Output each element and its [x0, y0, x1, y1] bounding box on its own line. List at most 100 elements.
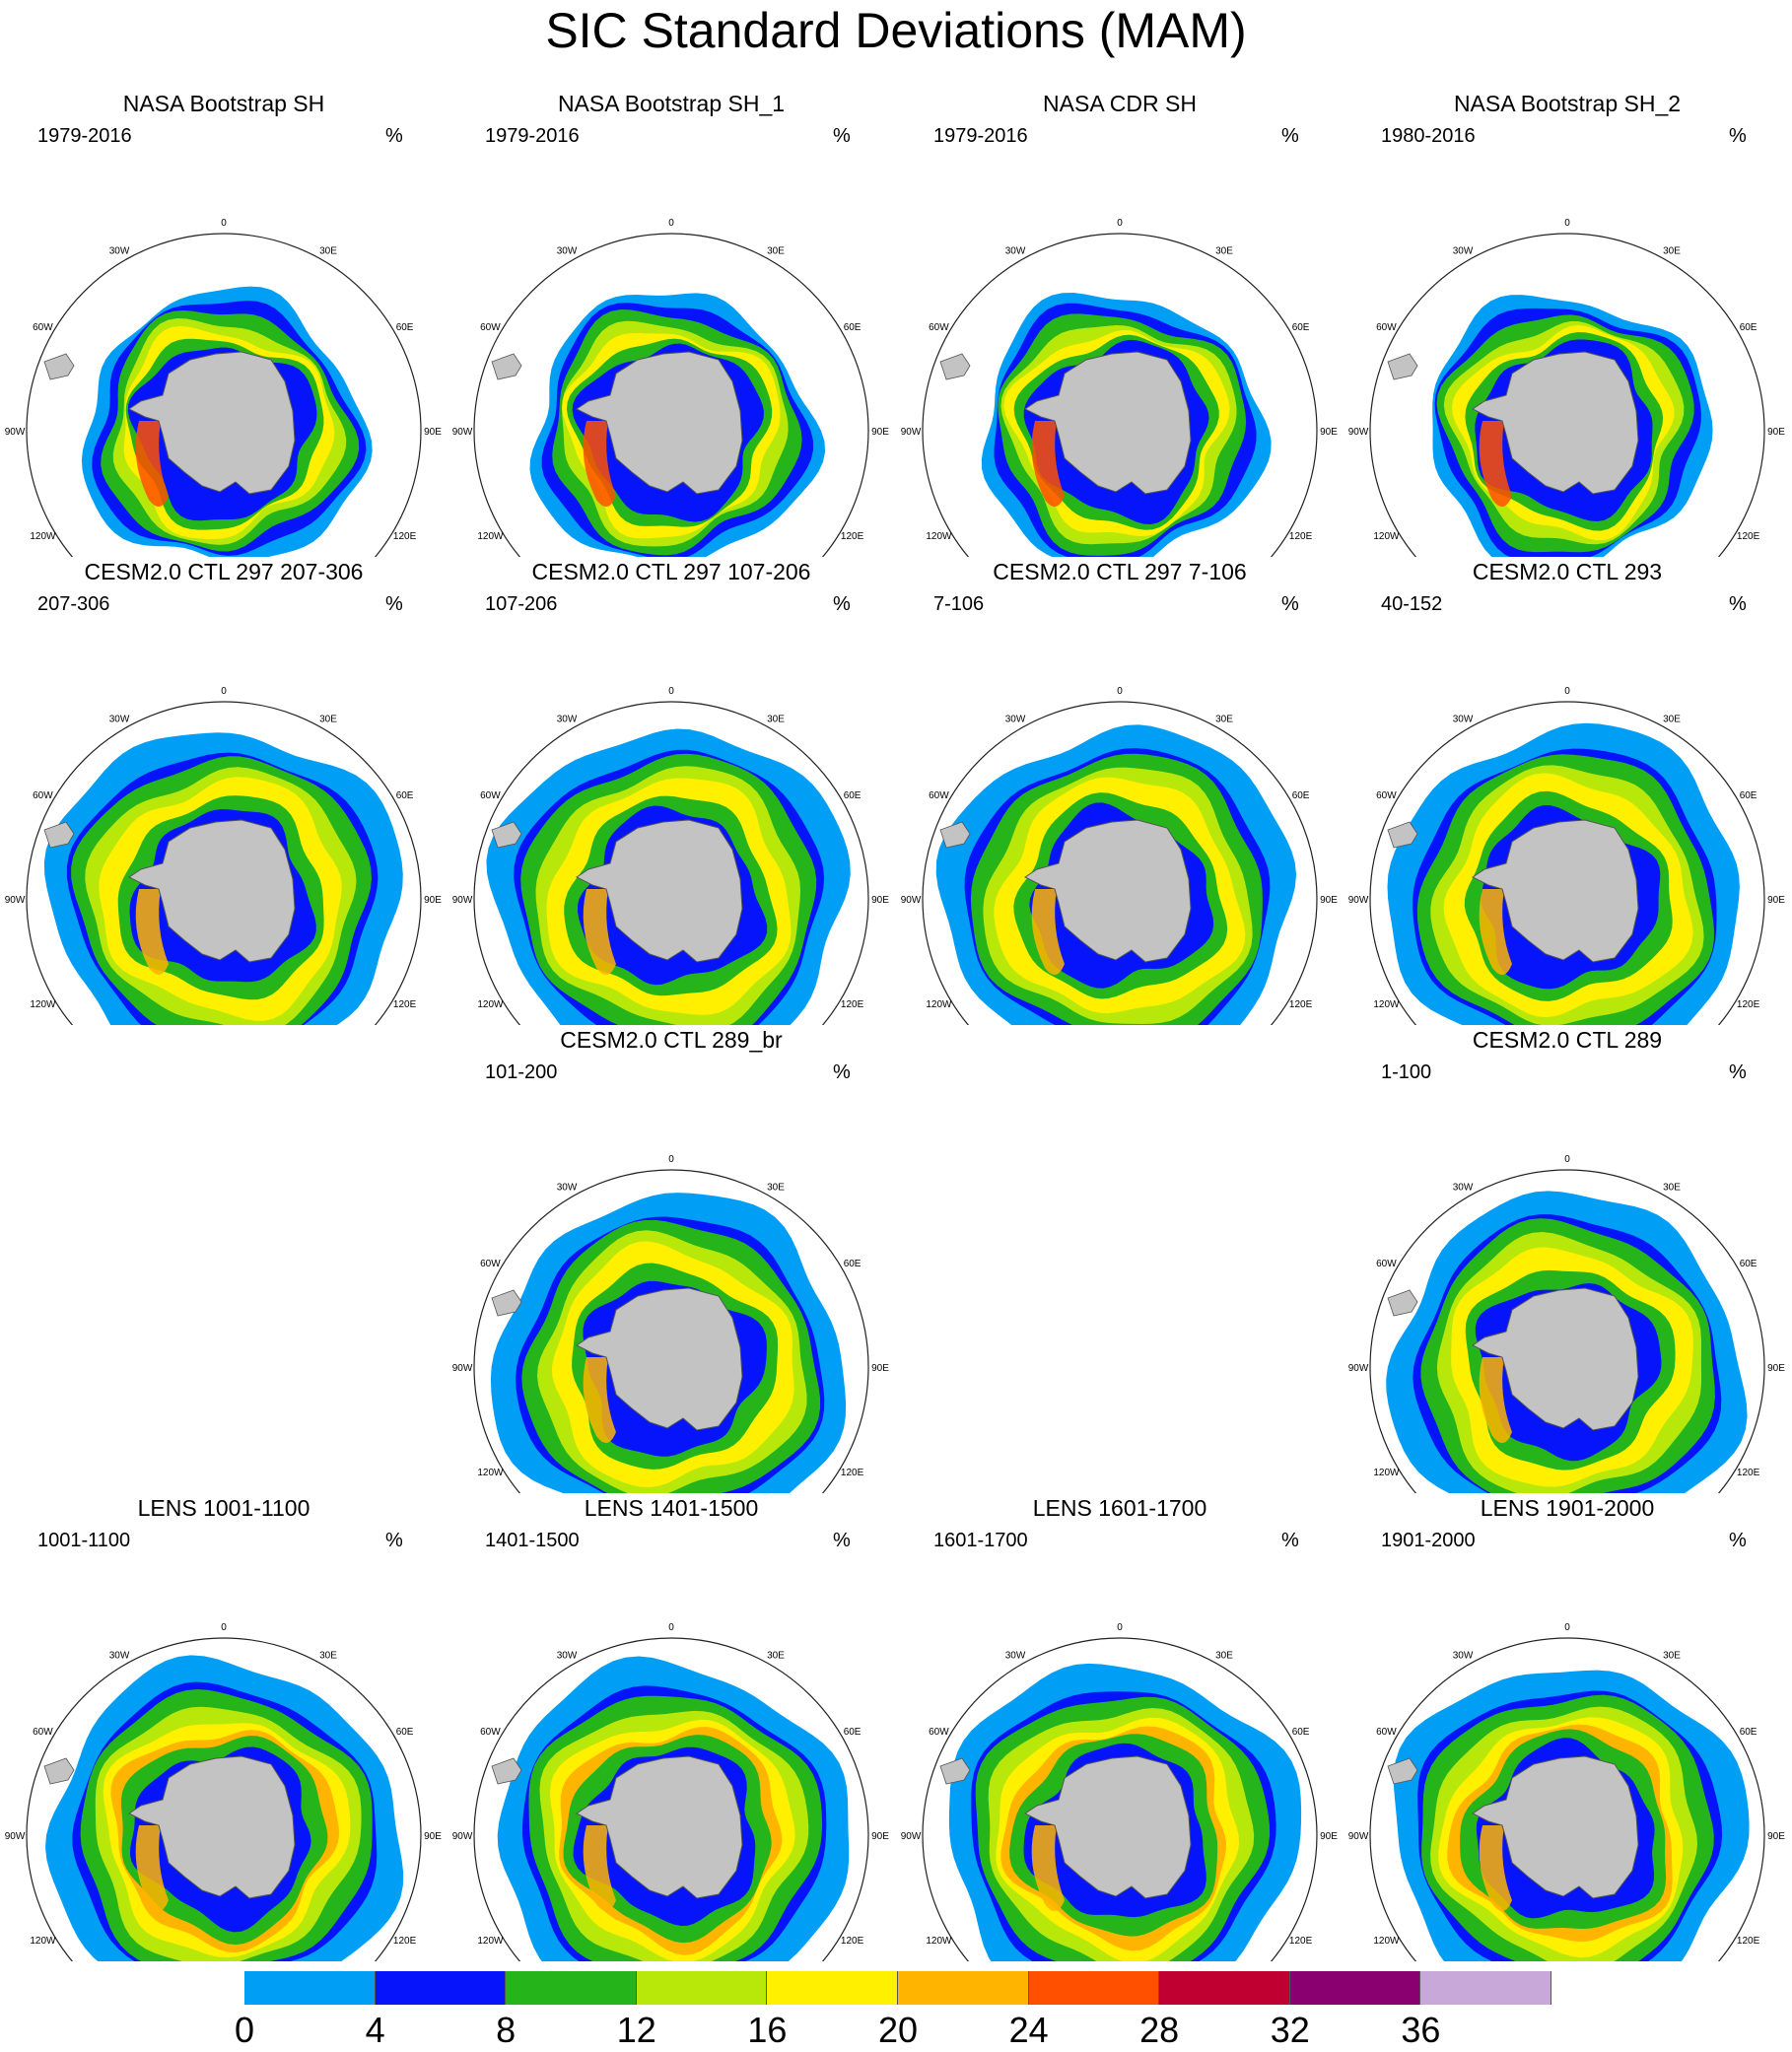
- longitude-label: 120E: [1737, 1468, 1760, 1478]
- panel-title: LENS 1401-1500: [584, 1495, 759, 1521]
- longitude-label: 90E: [871, 427, 889, 438]
- longitude-label: 120E: [1289, 999, 1313, 1010]
- longitude-label: 90W: [5, 427, 26, 438]
- high-variability-patch: [1479, 889, 1512, 976]
- longitude-label: 60E: [1292, 1727, 1310, 1738]
- south-america-tip: [43, 821, 75, 849]
- colorbar-swatch: [1028, 1971, 1160, 2005]
- south-america-tip: [491, 1289, 522, 1317]
- high-variability-patch: [135, 889, 169, 976]
- colorbar-swatch: [636, 1971, 768, 2005]
- longitude-label: 30E: [767, 714, 785, 724]
- longitude-label: 120E: [393, 1936, 417, 1947]
- longitude-label: 60E: [844, 1727, 862, 1738]
- panel-period: 40-152: [1381, 593, 1443, 615]
- longitude-label: 60E: [1740, 322, 1758, 333]
- colorbar-swatch: [1420, 1971, 1551, 2005]
- panel-period: 1601-1700: [933, 1530, 1028, 1551]
- antarctica-landmass: [1024, 351, 1192, 495]
- longitude-label: 120W: [1373, 531, 1400, 542]
- panel-period: 7-106: [933, 593, 985, 615]
- polar-stereographic-map: 030E60E90E120E150E180150W120W90W60W30W: [901, 686, 1338, 1025]
- panel-title: CESM2.0 CTL 293: [1472, 559, 1663, 584]
- map-panel: 030E60E90E120E150E180150W120W90W60W30WLE…: [448, 1493, 895, 1961]
- longitude-label: 60W: [1376, 1727, 1397, 1738]
- longitude-label: 90E: [1767, 427, 1785, 438]
- longitude-label: 30W: [1453, 714, 1474, 724]
- longitude-label: 120W: [926, 999, 952, 1010]
- longitude-label: 30E: [319, 714, 337, 724]
- longitude-label: 90E: [871, 1831, 889, 1842]
- panel-title: NASA Bootstrap SH: [122, 91, 325, 116]
- longitude-label: 90E: [871, 895, 889, 906]
- longitude-label: 120E: [393, 999, 417, 1010]
- longitude-label: 0: [1564, 686, 1570, 697]
- longitude-label: 30W: [1005, 245, 1026, 256]
- polar-stereographic-map: 030E60E90E120E150E180150W120W90W60W30W: [1348, 1622, 1785, 1961]
- longitude-label: 120W: [477, 999, 504, 1010]
- longitude-label: 0: [1117, 686, 1123, 697]
- figure-title: SIC Standard Deviations (MAM): [545, 3, 1247, 58]
- panel-units: %: [1281, 125, 1299, 147]
- polar-stereographic-map: 030E60E90E120E150E180150W120W90W60W30W: [901, 1622, 1338, 1961]
- longitude-label: 90E: [424, 427, 442, 438]
- longitude-label: 90E: [1767, 895, 1785, 906]
- panel-period: 1979-2016: [485, 125, 580, 147]
- longitude-label: 60E: [1292, 790, 1310, 801]
- south-america-tip: [491, 353, 522, 380]
- longitude-label: 120E: [1289, 1936, 1313, 1947]
- colorbar-swatch: [244, 1971, 376, 2005]
- longitude-label: 30E: [1663, 245, 1681, 256]
- panel-period: 107-206: [485, 593, 558, 615]
- south-america-tip: [939, 353, 971, 380]
- antarctica-landmass: [128, 351, 296, 495]
- longitude-label: 90E: [1320, 895, 1338, 906]
- high-variability-patch: [135, 1825, 169, 1912]
- longitude-label: 60W: [929, 790, 949, 801]
- panel-period: 1001-1100: [37, 1530, 131, 1551]
- map-panel: 030E60E90E120E150E180150W120W90W60W30WLE…: [0, 1493, 448, 1961]
- longitude-label: 0: [221, 218, 227, 229]
- panel-units: %: [833, 593, 851, 615]
- longitude-label: 120W: [30, 1936, 56, 1947]
- antarctica-landmass: [576, 1287, 743, 1431]
- longitude-label: 0: [668, 1622, 674, 1633]
- antarctica-landmass: [1024, 819, 1192, 963]
- colorbar-legend: 0 4 8 12 16 20 24 28 32 36: [235, 1971, 1551, 2050]
- panel-units: %: [1729, 593, 1747, 615]
- high-variability-patch: [583, 1357, 616, 1444]
- longitude-label: 60E: [844, 1259, 862, 1269]
- colorbar-swatch: [767, 1971, 898, 2005]
- longitude-label: 30W: [109, 714, 130, 724]
- longitude-label: 90W: [1348, 1363, 1369, 1374]
- longitude-label: 30E: [767, 1182, 785, 1193]
- south-america-tip: [491, 1757, 522, 1785]
- panel-period: 101-200: [485, 1061, 558, 1083]
- south-america-tip: [939, 1757, 971, 1785]
- colorbar-label: 20: [877, 2010, 919, 2050]
- longitude-label: 90W: [452, 427, 473, 438]
- colorbar-swatch: [898, 1971, 1029, 2005]
- panel-title: CESM2.0 CTL 297 107-206: [531, 559, 811, 584]
- longitude-label: 30W: [109, 1650, 130, 1661]
- longitude-label: 60W: [480, 322, 501, 333]
- polar-stereographic-map: 030E60E90E120E150E180150W120W90W60W30W: [5, 1622, 442, 1961]
- panel-title: NASA Bootstrap SH_2: [1453, 91, 1682, 116]
- longitude-label: 120W: [1373, 1468, 1400, 1478]
- map-panel: 030E60E90E120E150E180150W120W90W60W30WNA…: [896, 89, 1344, 557]
- south-america-tip: [939, 821, 971, 849]
- panel-title: LENS 1601-1700: [1032, 1495, 1207, 1521]
- panel-units: %: [833, 1061, 851, 1083]
- panel-units: %: [385, 125, 403, 147]
- south-america-tip: [43, 1757, 75, 1785]
- longitude-label: 60W: [929, 322, 949, 333]
- longitude-label: 30W: [557, 1182, 578, 1193]
- longitude-label: 30W: [1453, 1182, 1474, 1193]
- panel-units: %: [1281, 593, 1299, 615]
- longitude-label: 0: [221, 686, 227, 697]
- south-america-tip: [491, 821, 522, 849]
- map-panel: 030E60E90E120E150E180150W120W90W60W30WCE…: [1344, 557, 1791, 1025]
- colorbar-label: 28: [1139, 2010, 1180, 2050]
- map-panel: 030E60E90E120E150E180150W120W90W60W30WLE…: [1344, 1493, 1791, 1961]
- longitude-label: 120W: [1373, 1936, 1400, 1947]
